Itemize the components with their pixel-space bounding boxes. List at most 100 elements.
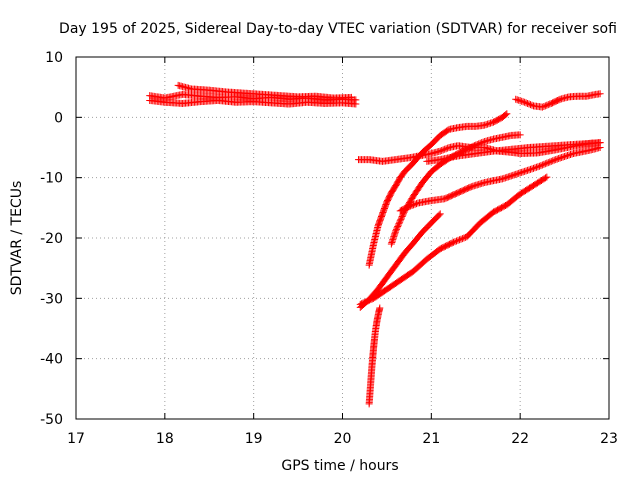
data-point (541, 160, 549, 168)
data-point (516, 97, 524, 105)
data-point (510, 171, 518, 179)
data-point (352, 100, 360, 108)
data-point (498, 175, 506, 183)
data-point (393, 224, 401, 232)
data-point (481, 121, 489, 129)
data-point (522, 99, 530, 107)
data-point (472, 141, 480, 149)
x-tick-label: 17 (67, 431, 85, 447)
data-point (502, 111, 510, 119)
x-tick-label: 20 (334, 431, 352, 447)
data-point (435, 211, 443, 219)
data-point (538, 103, 546, 111)
data-point (436, 210, 444, 218)
data-point (484, 120, 492, 128)
data-point (519, 98, 527, 106)
data-point (521, 98, 529, 106)
data-point (529, 164, 537, 172)
data-point (503, 110, 511, 118)
y-tick-label: -40 (40, 352, 63, 368)
data-point (524, 166, 532, 174)
data-point (347, 93, 355, 101)
data-point (540, 102, 548, 110)
data-point (558, 154, 566, 162)
data-point (476, 139, 484, 147)
data-point (479, 138, 487, 146)
data-point (544, 159, 552, 167)
data-point (561, 153, 569, 161)
grid-lines (76, 57, 609, 419)
data-point (458, 235, 466, 243)
data-point (535, 162, 543, 170)
data-point (518, 97, 526, 105)
y-tick-label: -50 (40, 412, 63, 428)
x-tick-label: 22 (511, 431, 529, 447)
data-point (527, 101, 535, 109)
data-point (501, 174, 509, 182)
x-tick-label: 19 (245, 431, 263, 447)
data-point (394, 222, 402, 230)
data-point (564, 152, 572, 160)
y-tick-label: 0 (54, 110, 63, 126)
data-point (522, 167, 530, 175)
data-point (546, 158, 554, 166)
data-point (532, 163, 540, 171)
data-point (512, 170, 520, 178)
tick-labels: 17 18 19 20 21 22 23 -50 -40 -30 -20 -10 0 10 (40, 50, 618, 447)
x-axis-label: GPS time / hours (281, 458, 398, 474)
data-point (405, 203, 413, 211)
data-point (411, 200, 419, 208)
data-point (394, 221, 402, 229)
data-point (512, 95, 520, 103)
data-point (553, 155, 561, 163)
data-point (562, 152, 570, 160)
data-point (407, 202, 415, 210)
x-tick-label: 18 (156, 431, 174, 447)
data-point (392, 225, 400, 233)
data-point (556, 154, 564, 162)
data-point (455, 236, 463, 244)
data-point (457, 235, 465, 243)
series-arc-5 (365, 110, 511, 269)
x-tick-label: 21 (422, 431, 440, 447)
data-point (543, 159, 551, 167)
series-arc-11 (365, 304, 384, 408)
data-point (396, 217, 404, 225)
axis-ticks (75, 56, 610, 420)
series-arc-10 (423, 139, 604, 165)
data-point (392, 227, 400, 235)
data-point (525, 166, 533, 174)
y-tick-label: -20 (40, 231, 63, 247)
data-point (500, 174, 508, 182)
data-point (547, 157, 555, 165)
data-point (549, 157, 557, 165)
data-point (504, 173, 512, 181)
data-point (482, 121, 490, 129)
data-point (513, 96, 521, 104)
data-point (442, 145, 450, 153)
data-point (567, 151, 575, 159)
data-point (436, 147, 444, 155)
data-point (550, 156, 558, 164)
data-point (552, 156, 560, 164)
y-tick-label: -30 (40, 291, 63, 307)
chart-title: Day 195 of 2025, Sidereal Day-to-day VTE… (59, 21, 617, 37)
data-point (534, 163, 542, 171)
data-point (397, 215, 405, 223)
data-point (453, 237, 461, 245)
data-point (398, 214, 406, 222)
data-point (555, 155, 563, 163)
data-point (408, 201, 416, 209)
series-arc-3 (174, 81, 355, 102)
data-point (507, 172, 515, 180)
data-point (516, 169, 524, 177)
data-point (540, 160, 548, 168)
data-point (439, 146, 447, 154)
data-point (410, 201, 418, 209)
series-arc-8 (356, 173, 551, 308)
series-arc-12 (512, 90, 604, 111)
data-point (441, 145, 449, 153)
data-point (473, 140, 481, 148)
